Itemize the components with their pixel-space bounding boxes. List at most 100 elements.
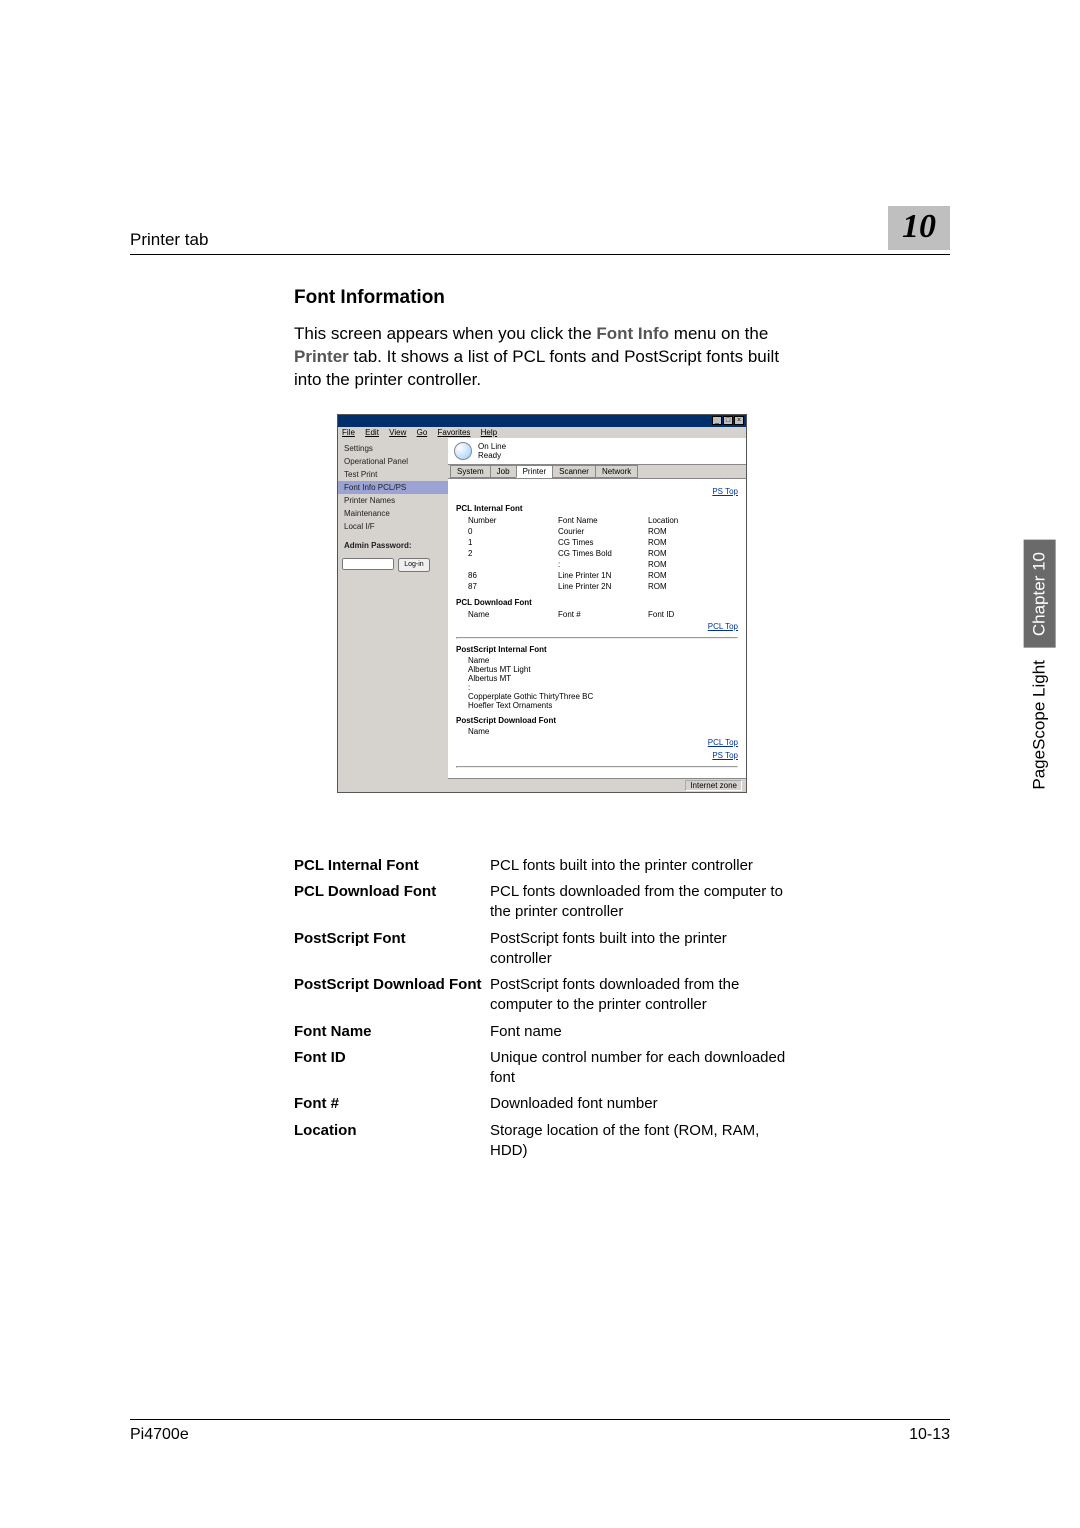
sidebar: Settings Operational Panel Test Print Fo… — [338, 438, 448, 792]
intro-text: menu on the — [669, 324, 768, 343]
definition-row: PostScript Download FontPostScript fonts… — [294, 972, 790, 1019]
table-row: 86Line Printer 1NROM — [468, 570, 738, 581]
menu-item[interactable]: Go — [417, 428, 428, 437]
col-name: Name — [468, 656, 738, 665]
definition-term: PCL Download Font — [294, 882, 490, 902]
table-cell: CG Times Bold — [558, 548, 648, 559]
pcl-download-title: PCL Download Font — [456, 598, 738, 607]
table-cell: 2 — [468, 548, 558, 559]
definition-desc: PostScript fonts built into the printer … — [490, 929, 790, 970]
admin-password-label: Admin Password: — [338, 539, 448, 552]
sidebar-item-oppanel[interactable]: Operational Panel — [338, 455, 448, 468]
list-item: : — [468, 683, 738, 692]
definitions-table: PCL Internal FontPCL fonts built into th… — [294, 853, 790, 1164]
footer-left: Pi4700e — [130, 1426, 189, 1444]
sidebar-item-settings[interactable]: Settings — [338, 442, 448, 455]
table-cell: : — [558, 559, 648, 570]
table-cell — [468, 559, 558, 570]
definition-term: Font Name — [294, 1022, 490, 1042]
col-location: Location — [648, 515, 738, 526]
table-cell: ROM — [648, 526, 738, 537]
table-cell: ROM — [648, 581, 738, 592]
definition-desc: PostScript fonts downloaded from the com… — [490, 975, 790, 1016]
table-row: 0CourierROM — [468, 526, 738, 537]
statusbar: Internet zone — [448, 778, 746, 792]
statusbar-zone: Internet zone — [685, 780, 742, 791]
definition-desc: PCL fonts built into the printer control… — [490, 856, 790, 876]
tab-scanner[interactable]: Scanner — [552, 465, 596, 478]
menu-item[interactable]: File — [342, 428, 355, 437]
col-name: Name — [468, 727, 738, 736]
table-cell: Courier — [558, 526, 648, 537]
col-number: Number — [468, 515, 558, 526]
sidebar-item-localif[interactable]: Local I/F — [338, 520, 448, 533]
login-button[interactable]: Log-in — [398, 558, 429, 572]
sidebar-item-testprint[interactable]: Test Print — [338, 468, 448, 481]
list-item: Hoefler Text Ornaments — [468, 701, 738, 710]
admin-password-input[interactable] — [342, 558, 394, 570]
definition-row: PCL Internal FontPCL fonts built into th… — [294, 853, 790, 879]
definition-term: PostScript Font — [294, 929, 490, 949]
table-cell: ROM — [648, 570, 738, 581]
table-cell: 86 — [468, 570, 558, 581]
side-tab-chapter: Chapter 10 — [1024, 540, 1056, 648]
tab-printer[interactable]: Printer — [516, 465, 554, 478]
definition-row: PostScript FontPostScript fonts built in… — [294, 926, 790, 973]
definition-row: Font #Downloaded font number — [294, 1091, 790, 1117]
list-item: Albertus MT Light — [468, 665, 738, 674]
tab-network[interactable]: Network — [595, 465, 638, 478]
table-cell: 87 — [468, 581, 558, 592]
pcl-top-link[interactable]: PCL Top — [456, 620, 738, 633]
table-cell: 1 — [468, 537, 558, 548]
sidebar-item-fontinfo[interactable]: Font Info PCL/PS — [338, 481, 448, 494]
intro-bold: Font Info — [596, 324, 669, 343]
ps-top-link[interactable]: PS Top — [456, 749, 738, 762]
close-icon[interactable]: × — [734, 416, 744, 425]
minimize-icon[interactable]: _ — [712, 416, 722, 425]
screenshot-window: _ □ × File Edit View Go Favorites Help S… — [337, 414, 747, 793]
definition-row: Font NameFont name — [294, 1019, 790, 1045]
intro-text: tab. It shows a list of PCL fonts and Po… — [294, 347, 779, 389]
table-cell: CG Times — [558, 537, 648, 548]
definition-desc: PCL fonts downloaded from the computer t… — [490, 882, 790, 923]
tab-system[interactable]: System — [450, 465, 491, 478]
sidebar-item-maintenance[interactable]: Maintenance — [338, 507, 448, 520]
table-cell: ROM — [648, 537, 738, 548]
definition-desc: Font name — [490, 1022, 790, 1042]
maximize-icon[interactable]: □ — [723, 416, 733, 425]
table-row: 87Line Printer 2NROM — [468, 581, 738, 592]
definition-term: PCL Internal Font — [294, 856, 490, 876]
titlebar: _ □ × — [338, 415, 746, 427]
definition-term: Font ID — [294, 1048, 490, 1068]
definition-row: Font IDUnique control number for each do… — [294, 1045, 790, 1092]
page-heading: Font Information — [294, 287, 790, 309]
ps-download-title: PostScript Download Font — [456, 716, 738, 725]
table-cell: 0 — [468, 526, 558, 537]
table-row: 2CG Times BoldROM — [468, 548, 738, 559]
main-panel: On Line Ready System Job Printer Scanner… — [448, 438, 746, 792]
sidebar-item-printernames[interactable]: Printer Names — [338, 494, 448, 507]
footer-right: 10-13 — [909, 1426, 950, 1444]
menu-item[interactable]: Favorites — [438, 428, 471, 437]
definition-term: PostScript Download Font — [294, 975, 490, 995]
intro-bold: Printer — [294, 347, 349, 366]
col-fontname: Font Name — [558, 515, 648, 526]
ps-internal-title: PostScript Internal Font — [456, 645, 738, 654]
col-name: Name — [468, 609, 558, 620]
definition-term: Font # — [294, 1094, 490, 1114]
menu-item[interactable]: Help — [481, 428, 497, 437]
definition-term: Location — [294, 1121, 490, 1141]
chapter-badge: 10 — [888, 206, 950, 250]
tab-bar: System Job Printer Scanner Network — [448, 464, 746, 479]
side-tab-label: PageScope Light — [1030, 648, 1050, 790]
ps-top-link[interactable]: PS Top — [456, 485, 738, 498]
menu-item[interactable]: Edit — [365, 428, 379, 437]
intro-text: This screen appears when you click the — [294, 324, 596, 343]
footer-rule — [130, 1419, 950, 1420]
pcl-top-link[interactable]: PCL Top — [456, 736, 738, 749]
menu-item[interactable]: View — [389, 428, 406, 437]
list-item: Albertus MT — [468, 674, 738, 683]
side-tab: PageScope Light Chapter 10 — [1024, 540, 1056, 790]
tab-job[interactable]: Job — [490, 465, 517, 478]
window-controls: _ □ × — [712, 416, 744, 425]
